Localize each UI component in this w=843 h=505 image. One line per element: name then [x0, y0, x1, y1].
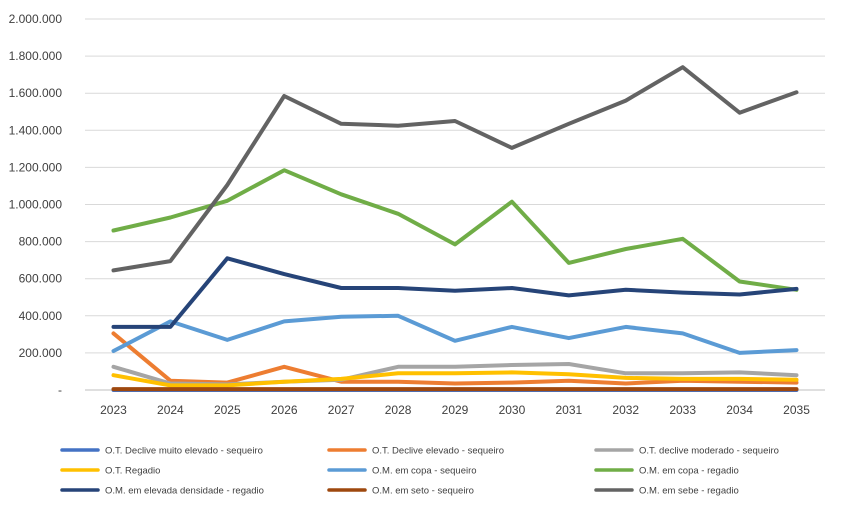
x-tick-label: 2033: [669, 403, 696, 417]
x-tick-label: 2029: [442, 403, 469, 417]
y-tick-label: 1.600.000: [9, 86, 63, 100]
series-line: [111, 313, 799, 355]
y-tick-label: 1.200.000: [9, 160, 63, 174]
x-tick-label: 2034: [726, 403, 753, 417]
y-tick-label: 400.000: [19, 309, 63, 323]
x-tick-label: 2025: [214, 403, 241, 417]
legend-label: O.M. em sebe - regadio: [639, 486, 739, 497]
y-tick-label: 2.000.000: [9, 12, 63, 26]
x-tick-label: 2027: [328, 403, 355, 417]
x-tick-label: 2028: [385, 403, 412, 417]
x-tick-label: 2030: [499, 403, 526, 417]
x-tick-label: 2031: [555, 403, 582, 417]
x-tick-label: 2024: [157, 403, 184, 417]
series-line: [111, 370, 799, 388]
y-tick-label: 1.000.000: [9, 198, 63, 212]
series-lines: [111, 65, 799, 392]
legend-label: O.T. Declive muito elevado - sequeiro: [105, 446, 263, 457]
x-tick-label: 2032: [612, 403, 639, 417]
y-tick-label: -: [58, 383, 62, 397]
x-tick-label: 2026: [271, 403, 298, 417]
legend-label: O.M. em copa - regadio: [639, 466, 739, 477]
y-tick-label: 1.400.000: [9, 123, 63, 137]
x-tick-label: 2035: [783, 403, 810, 417]
legend-label: O.M. em seto - sequeiro: [372, 486, 474, 497]
x-tick-label: 2023: [100, 403, 127, 417]
legend-label: O.T. Regadio: [105, 466, 160, 477]
x-axis-tick-labels: 2023 2024 2025 2026 2027 2028 2029 2030 2031 2032…: [100, 403, 810, 417]
series-line: [111, 256, 799, 329]
y-tick-label: 1.800.000: [9, 49, 63, 63]
series-line: [111, 65, 799, 273]
y-tick-label: 200.000: [19, 346, 63, 360]
gridlines: [85, 18, 825, 391]
legend-label: O.M. em copa - sequeiro: [372, 466, 477, 477]
legend-label: O.T. Declive elevado - sequeiro: [372, 446, 504, 457]
y-tick-label: 600.000: [19, 272, 63, 286]
legend-label: O.T. declive moderado - sequeiro: [639, 446, 779, 457]
legend-label: O.M. em elevada densidade - regadio: [105, 486, 264, 497]
series-line: [111, 168, 799, 292]
y-tick-label: 800.000: [19, 235, 63, 249]
y-axis-tick-labels: - 200.000 400.000 600.000 800.000 1.000.000 1.…: [9, 12, 63, 397]
legend: O.T. Declive muito elevado - sequeiro O.T…: [60, 446, 779, 497]
